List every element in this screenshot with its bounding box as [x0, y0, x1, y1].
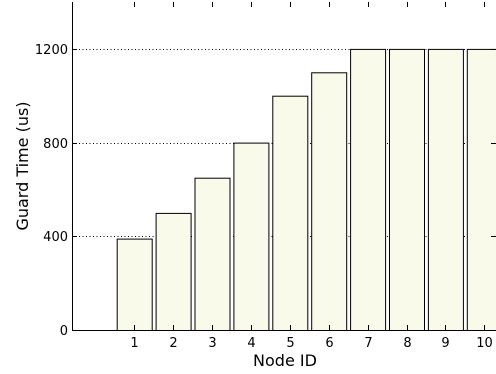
- bar-node-8: [389, 48, 425, 332]
- x-tick-label-6: 6: [325, 336, 333, 351]
- y-tick-label-1200: 1200: [35, 43, 68, 58]
- tick-labels: 0 400 800 1200 1 2 3 4 5 6 7 8 9 10: [35, 43, 493, 351]
- y-axis-label: Guard Time (us): [13, 101, 32, 230]
- x-tick-label-8: 8: [403, 336, 411, 351]
- bar-node-2: [155, 212, 192, 331]
- bar-node-7: [350, 48, 387, 332]
- bar-node-5: [272, 95, 309, 331]
- x-tick-label-2: 2: [169, 336, 177, 351]
- x-axis-label: Node ID: [253, 351, 317, 370]
- x-tick-label-4: 4: [247, 336, 255, 351]
- x-tick-label-7: 7: [364, 336, 372, 351]
- y-tick-label-400: 400: [43, 230, 68, 245]
- bar-node-4: [233, 142, 270, 331]
- y-tick-label-800: 800: [43, 137, 68, 152]
- x-tick-label-9: 9: [441, 336, 449, 351]
- bars: [116, 48, 496, 332]
- bar-node-1: [116, 238, 153, 332]
- x-tick-label-10: 10: [476, 336, 493, 351]
- x-tick-label-5: 5: [286, 336, 294, 351]
- x-tick-label-1: 1: [130, 336, 138, 351]
- y-tick-label-0: 0: [60, 324, 68, 339]
- bar-node-3: [194, 177, 231, 331]
- x-tick-label-3: 3: [208, 336, 216, 351]
- bar-node-10: [466, 48, 496, 332]
- bar-node-9: [427, 48, 464, 332]
- grid-lines: [72, 49, 496, 237]
- axes: [72, 2, 496, 331]
- bar-node-6: [311, 72, 348, 332]
